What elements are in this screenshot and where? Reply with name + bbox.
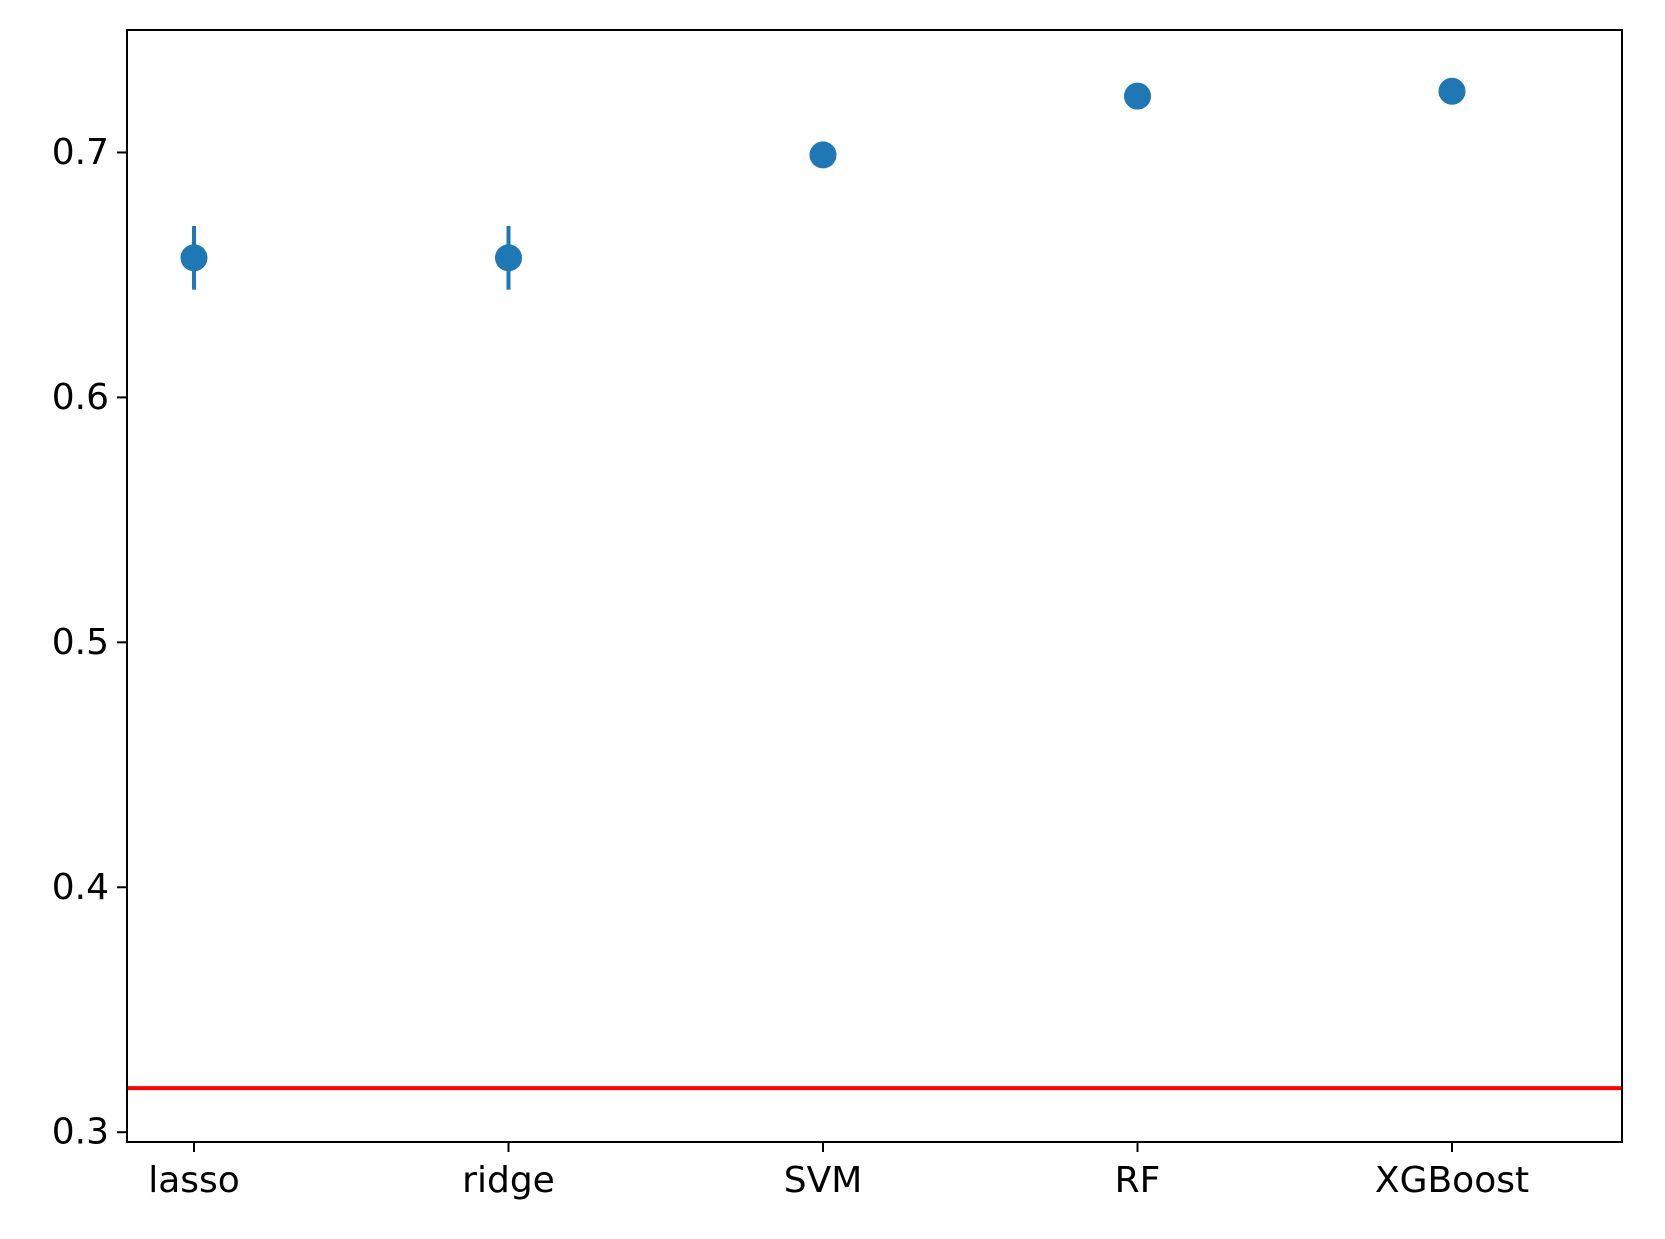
data-point	[180, 244, 208, 272]
axes-frame	[126, 29, 1623, 1143]
x-tick-label: ridge	[462, 1160, 555, 1201]
data-point	[1438, 77, 1466, 105]
y-tick-label: 0.7	[52, 132, 109, 173]
data-point	[495, 244, 522, 272]
data-point	[809, 141, 837, 169]
plot-area	[127, 77, 1622, 1091]
y-tick-label: 0.4	[52, 867, 109, 908]
x-tick-label: XGBoost	[1375, 1160, 1529, 1201]
y-axis: 0.3 0.4 0.5 0.6 0.7	[52, 132, 127, 1153]
y-tick-label: 0.5	[52, 622, 109, 663]
x-axis: lasso ridge SVM RF XGBoost	[148, 1142, 1529, 1201]
data-point	[1124, 82, 1151, 110]
x-tick-label: lasso	[148, 1160, 240, 1201]
y-tick-label: 0.6	[52, 377, 109, 418]
y-tick-label: 0.3	[52, 1112, 109, 1153]
x-tick-label: RF	[1115, 1160, 1161, 1201]
x-tick-label: SVM	[784, 1160, 863, 1201]
